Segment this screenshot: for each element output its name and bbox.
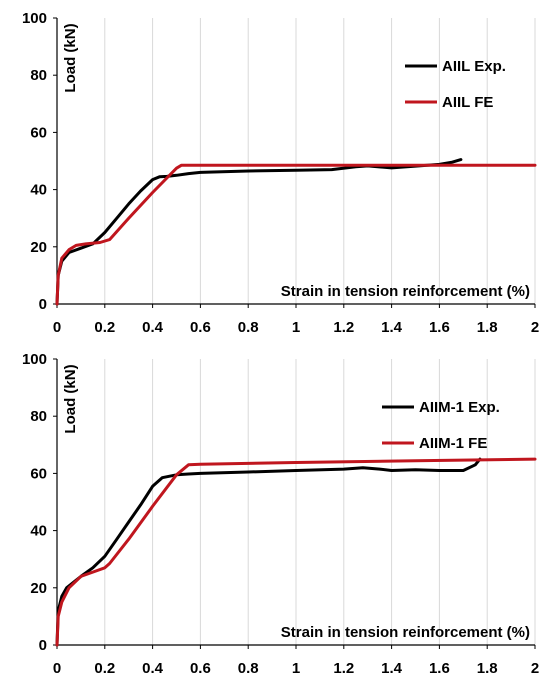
- legend-label-1: AIIL Exp.: [442, 58, 506, 75]
- x-tick-label: 1.2: [333, 660, 354, 677]
- x-axis-label: Strain in tension reinforcement (%): [281, 624, 530, 641]
- x-tick-label: 1: [292, 660, 300, 677]
- y-tick-label: 80: [30, 408, 47, 425]
- x-axis-label: Strain in tension reinforcement (%): [281, 283, 530, 300]
- x-tick-label: 0.4: [142, 660, 164, 677]
- x-tick-label: 0.2: [94, 660, 115, 677]
- y-tick-label: 40: [30, 523, 47, 540]
- x-tick-label: 0: [53, 660, 61, 677]
- y-tick-label: 40: [30, 182, 47, 199]
- series-line-2: [55, 457, 537, 647]
- x-tick-label: 1.8: [477, 319, 498, 336]
- x-tick-label: 1.8: [477, 660, 498, 677]
- y-tick-label: 0: [39, 296, 47, 313]
- x-tick-label: 1.6: [429, 319, 450, 336]
- x-tick-label: 2: [531, 660, 539, 677]
- y-tick-label: 20: [30, 580, 47, 597]
- x-tick-label: 1: [292, 319, 300, 336]
- y-axis-label: Load (kN): [62, 23, 79, 92]
- x-tick-label: 0.8: [238, 319, 259, 336]
- chart-panel-2: 0 20 40 60 80 100 0 0.2 0.4 0.6 0.8 1 1.2 1.4 1.6 1.8 2 L…: [22, 351, 539, 677]
- x-tick-label: 0.8: [238, 660, 259, 677]
- x-tick-label: 1.6: [429, 660, 450, 677]
- y-tick-label: 60: [30, 124, 47, 141]
- x-tick-label: 2: [531, 319, 539, 336]
- legend-label-1: AIIM-1 Exp.: [419, 399, 500, 416]
- x-tick-label: 1.4: [381, 319, 403, 336]
- x-tick-label: 0.6: [190, 660, 211, 677]
- legend-label-2: AIIM-1 FE: [419, 435, 487, 452]
- chart-panel-1: 0 20 40 60 80 100 0 0.2 0.4 0.6 0.8 1 1.2 1.4 1.6 1.8 2 L…: [22, 10, 539, 336]
- x-tick-label: 0.2: [94, 319, 115, 336]
- series-line-1: [55, 158, 463, 306]
- y-axis-label: Load (kN): [62, 364, 79, 433]
- x-tick-label: 0.6: [190, 319, 211, 336]
- y-tick-label: 0: [39, 637, 47, 654]
- x-tick-label: 1.4: [381, 660, 403, 677]
- x-tick-label: 1.2: [333, 319, 354, 336]
- series-line-2: [55, 163, 537, 306]
- y-tick-label: 80: [30, 67, 47, 84]
- x-tick-label: 0.4: [142, 319, 164, 336]
- x-tick-label: 0: [53, 319, 61, 336]
- y-tick-label: 20: [30, 239, 47, 256]
- y-tick-label: 100: [22, 10, 47, 27]
- y-tick-label: 100: [22, 351, 47, 368]
- y-tick-label: 60: [30, 465, 47, 482]
- legend-label-2: AIIL FE: [442, 94, 493, 111]
